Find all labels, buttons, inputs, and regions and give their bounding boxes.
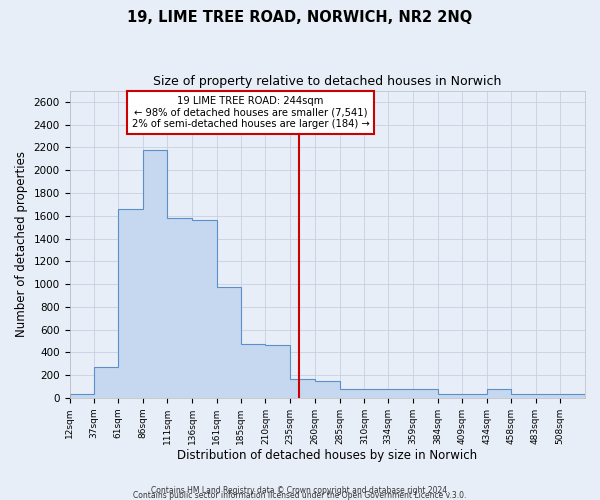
X-axis label: Distribution of detached houses by size in Norwich: Distribution of detached houses by size … bbox=[177, 450, 478, 462]
Y-axis label: Number of detached properties: Number of detached properties bbox=[15, 151, 28, 337]
Text: 19, LIME TREE ROAD, NORWICH, NR2 2NQ: 19, LIME TREE ROAD, NORWICH, NR2 2NQ bbox=[127, 10, 473, 25]
Text: Contains HM Land Registry data © Crown copyright and database right 2024.: Contains HM Land Registry data © Crown c… bbox=[151, 486, 449, 495]
Title: Size of property relative to detached houses in Norwich: Size of property relative to detached ho… bbox=[153, 75, 502, 88]
Text: 19 LIME TREE ROAD: 244sqm
← 98% of detached houses are smaller (7,541)
2% of sem: 19 LIME TREE ROAD: 244sqm ← 98% of detac… bbox=[132, 96, 370, 130]
Text: Contains public sector information licensed under the Open Government Licence v.: Contains public sector information licen… bbox=[133, 491, 467, 500]
